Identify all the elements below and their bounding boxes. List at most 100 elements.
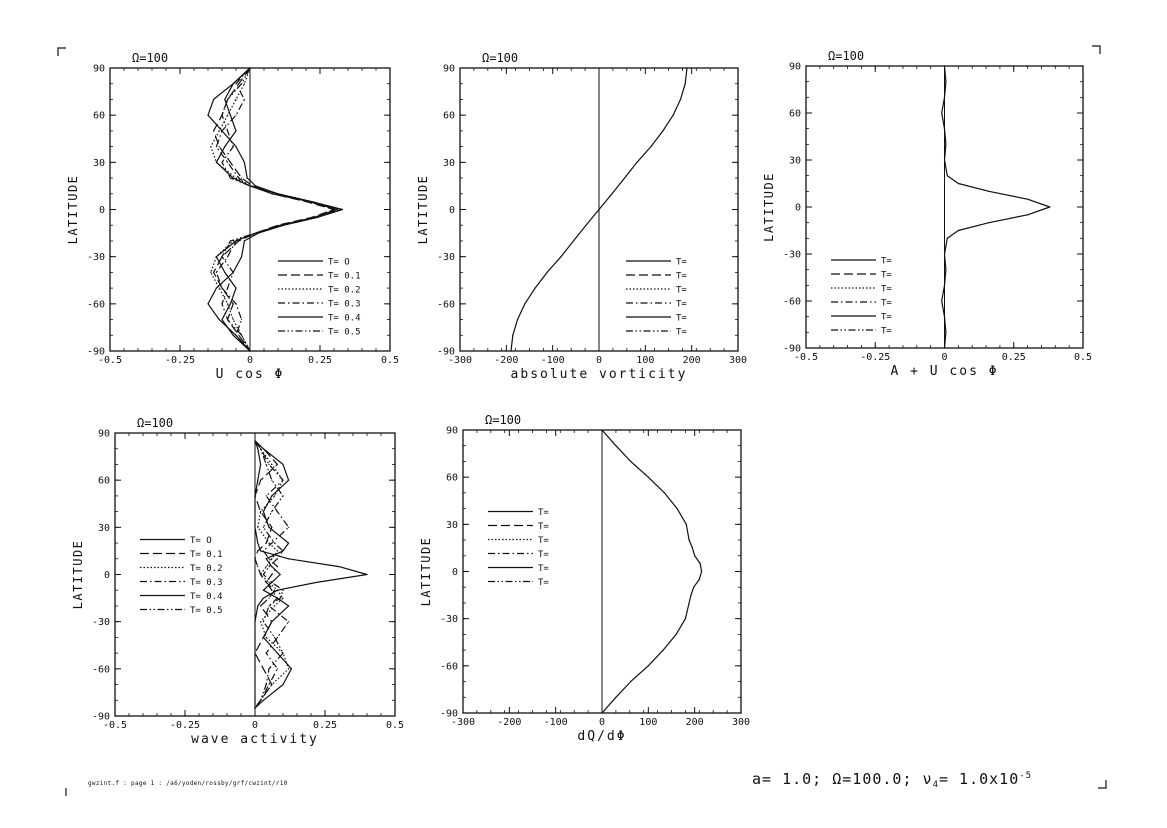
- data-point: [288, 605, 290, 607]
- legend-label: T=: [676, 258, 687, 268]
- y-tick-label: 60: [789, 109, 801, 120]
- data-point: [276, 550, 278, 552]
- data-point: [512, 334, 514, 336]
- data-point: [282, 589, 284, 591]
- legend-label: T= O: [190, 536, 212, 546]
- data-point: [957, 182, 959, 185]
- series-line: [254, 440, 284, 709]
- y-tick-label: 30: [446, 520, 458, 531]
- data-point: [232, 303, 234, 305]
- y-tick-label: 90: [446, 426, 458, 437]
- data-point: [243, 240, 245, 242]
- data-point: [276, 589, 278, 591]
- data-point: [271, 621, 273, 623]
- data-point: [241, 256, 243, 258]
- data-point: [283, 224, 285, 226]
- data-point: [218, 318, 220, 321]
- data-point: [254, 495, 256, 497]
- data-point: [213, 98, 215, 101]
- data-point: [276, 636, 278, 638]
- x-tick-label: 0: [596, 355, 602, 366]
- panel-title: Ω=100: [482, 51, 518, 65]
- data-point: [238, 240, 240, 242]
- data-point: [288, 479, 290, 481]
- data-point: [271, 558, 273, 560]
- data-point: [271, 463, 273, 466]
- data-point: [271, 566, 273, 568]
- x-tick-label: -100: [544, 717, 568, 728]
- series-line: [601, 429, 703, 714]
- y-tick-label: -90: [92, 712, 110, 723]
- series-line: [215, 67, 338, 352]
- data-point: [246, 177, 248, 179]
- x-axis-label: A + U cos Φ: [890, 364, 998, 379]
- data-point: [647, 476, 649, 478]
- data-point: [229, 161, 231, 163]
- y-tick-label: 0: [452, 567, 458, 578]
- x-tick-label: 0.5: [381, 355, 399, 366]
- param-nu: ν: [922, 770, 933, 788]
- data-point: [943, 316, 946, 318]
- x-tick-label: 0: [252, 720, 258, 731]
- legend-label: T= 0.4: [190, 592, 223, 602]
- data-point: [945, 143, 947, 145]
- data-point: [210, 146, 212, 148]
- data-point: [276, 463, 278, 466]
- y-tick-label: 90: [98, 429, 110, 440]
- data-point: [265, 581, 267, 583]
- y-tick-label: 0: [449, 205, 455, 216]
- data-point: [262, 668, 264, 670]
- data-point: [516, 318, 519, 321]
- data-point: [257, 566, 259, 568]
- data-point: [262, 573, 264, 576]
- data-point: [265, 495, 267, 497]
- y-tick-label: 60: [443, 111, 455, 122]
- data-point: [265, 558, 267, 560]
- data-point: [686, 67, 688, 69]
- x-axis-label: wave activity: [191, 732, 319, 747]
- legend-label: T= 0.3: [190, 578, 223, 588]
- data-point: [271, 526, 273, 528]
- data-point: [282, 597, 284, 599]
- data-point: [288, 542, 290, 544]
- panel-p3: Ω=100 90 60 30 0 -30 -60 -90-0.5 -0.25 0 0.25 0.5 A …: [762, 49, 1092, 379]
- data-point: [601, 429, 603, 431]
- data-point: [366, 573, 368, 576]
- panel-p4: Ω=100 90 60 30 0 -30 -60 -90-0.5 -0.25 0 0.25 0.5 wa…: [71, 416, 404, 747]
- data-point: [601, 712, 603, 714]
- data-point: [276, 566, 278, 568]
- data-point: [229, 177, 231, 179]
- y-tick-label: -30: [783, 250, 801, 261]
- data-point: [218, 287, 220, 289]
- data-point: [232, 146, 234, 148]
- data-point: [260, 550, 262, 552]
- data-point: [262, 511, 264, 513]
- data-point: [207, 303, 209, 305]
- x-tick-label: -200: [497, 717, 521, 728]
- data-point: [265, 636, 267, 638]
- legend-label: T=: [881, 313, 892, 323]
- data-point: [268, 683, 270, 686]
- data-point: [254, 636, 256, 638]
- data-point: [698, 578, 700, 580]
- data-point: [276, 511, 278, 513]
- y-tick-label: 90: [93, 64, 105, 75]
- data-point: [268, 566, 270, 568]
- data-point: [615, 696, 617, 698]
- data-point: [943, 253, 946, 255]
- data-point: [243, 161, 245, 163]
- x-tick-label: 0.5: [386, 720, 404, 731]
- series-line: [213, 67, 335, 352]
- data-point: [207, 114, 209, 116]
- data-point: [254, 652, 256, 654]
- y-tick-label: 90: [789, 62, 801, 73]
- data-point: [276, 597, 278, 599]
- data-point: [636, 161, 638, 163]
- x-tick-label: 0.5: [1074, 352, 1092, 363]
- x-tick-label: 0: [247, 355, 253, 366]
- data-point: [262, 636, 264, 638]
- param-nu-subscript: 4: [932, 780, 939, 790]
- legend-label: T= 0.5: [190, 606, 223, 616]
